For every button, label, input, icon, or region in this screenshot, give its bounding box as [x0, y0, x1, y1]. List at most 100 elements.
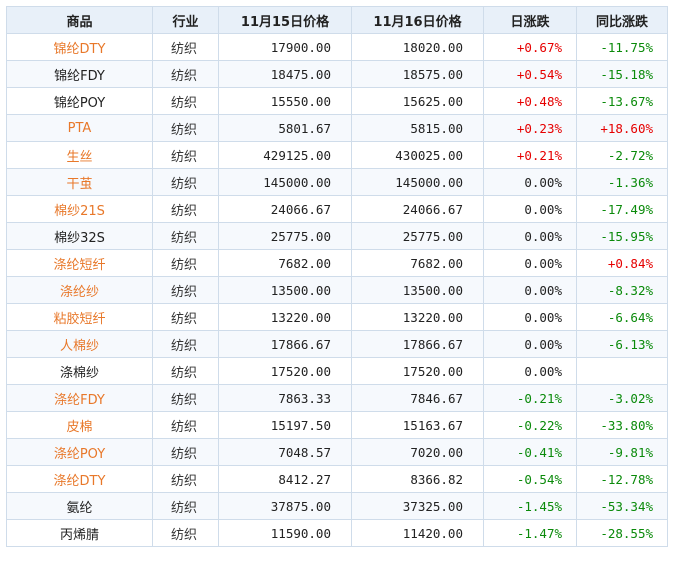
header-industry[interactable]: 行业: [152, 6, 219, 34]
commodity-name-link[interactable]: 粘胶短纤: [6, 303, 153, 331]
commodity-name-link[interactable]: 氨纶: [6, 492, 153, 520]
commodity-name-link[interactable]: 锦纶FDY: [6, 60, 153, 88]
commodity-name-link[interactable]: 生丝: [6, 141, 153, 169]
yoy-change-cell: -33.80%: [576, 411, 668, 439]
daily-change-cell: -1.47%: [483, 519, 577, 547]
industry-cell: 纺织: [152, 519, 219, 547]
industry-cell: 纺织: [152, 141, 219, 169]
commodity-name-link[interactable]: 涤纶FDY: [6, 384, 153, 412]
price-nov15-cell: 13500.00: [218, 276, 352, 304]
header-price-nov16[interactable]: 11月16日价格: [351, 6, 484, 34]
commodity-name-link[interactable]: 皮棉: [6, 411, 153, 439]
industry-cell: 纺织: [152, 303, 219, 331]
commodity-name-link[interactable]: 棉纱32S: [6, 222, 153, 250]
header-yoy-change[interactable]: 同比涨跌: [576, 6, 668, 34]
table-row: 涤纶DTY 纺织 8412.27 8366.82 -0.54% -12.78%: [6, 465, 668, 493]
yoy-change-cell: -12.78%: [576, 465, 668, 493]
table-row: 锦纶FDY 纺织 18475.00 18575.00 +0.54% -15.18%: [6, 60, 668, 88]
price-nov16-cell: 5815.00: [351, 114, 484, 142]
price-nov16-cell: 18575.00: [351, 60, 484, 88]
table-row: 皮棉 纺织 15197.50 15163.67 -0.22% -33.80%: [6, 411, 668, 439]
price-nov15-cell: 7682.00: [218, 249, 352, 277]
table-row: 丙烯腈 纺织 11590.00 11420.00 -1.47% -28.55%: [6, 519, 668, 547]
commodity-name-link[interactable]: 干茧: [6, 168, 153, 196]
price-nov15-cell: 17900.00: [218, 33, 352, 61]
commodity-name-link[interactable]: 人棉纱: [6, 330, 153, 358]
commodity-name-link[interactable]: PTA: [6, 114, 153, 142]
yoy-change-cell: -2.72%: [576, 141, 668, 169]
commodity-name-link[interactable]: 涤纶DTY: [6, 465, 153, 493]
yoy-change-cell: -17.49%: [576, 195, 668, 223]
yoy-change-cell: -6.13%: [576, 330, 668, 358]
price-nov15-cell: 18475.00: [218, 60, 352, 88]
price-nov16-cell: 7682.00: [351, 249, 484, 277]
price-nov15-cell: 17866.67: [218, 330, 352, 358]
commodity-name-link[interactable]: 锦纶POY: [6, 87, 153, 115]
daily-change-cell: +0.23%: [483, 114, 577, 142]
daily-change-cell: -0.54%: [483, 465, 577, 493]
commodity-name-link[interactable]: 棉纱21S: [6, 195, 153, 223]
industry-cell: 纺织: [152, 465, 219, 493]
industry-cell: 纺织: [152, 276, 219, 304]
industry-cell: 纺织: [152, 384, 219, 412]
table-row: 棉纱21S 纺织 24066.67 24066.67 0.00% -17.49%: [6, 195, 668, 223]
daily-change-cell: +0.54%: [483, 60, 577, 88]
price-nov16-cell: 430025.00: [351, 141, 484, 169]
price-nov15-cell: 8412.27: [218, 465, 352, 493]
industry-cell: 纺织: [152, 33, 219, 61]
yoy-change-cell: -3.02%: [576, 384, 668, 412]
price-nov15-cell: 25775.00: [218, 222, 352, 250]
table-row: PTA 纺织 5801.67 5815.00 +0.23% +18.60%: [6, 114, 668, 142]
daily-change-cell: 0.00%: [483, 222, 577, 250]
price-nov15-cell: 11590.00: [218, 519, 352, 547]
daily-change-cell: 0.00%: [483, 195, 577, 223]
commodity-name-link[interactable]: 丙烯腈: [6, 519, 153, 547]
table-row: 涤纶FDY 纺织 7863.33 7846.67 -0.21% -3.02%: [6, 384, 668, 412]
price-nov16-cell: 24066.67: [351, 195, 484, 223]
industry-cell: 纺织: [152, 357, 219, 385]
daily-change-cell: 0.00%: [483, 276, 577, 304]
industry-cell: 纺织: [152, 330, 219, 358]
table-body: 锦纶DTY 纺织 17900.00 18020.00 +0.67% -11.75% 锦纶FD…: [6, 33, 668, 547]
industry-cell: 纺织: [152, 492, 219, 520]
commodity-name-link[interactable]: 锦纶DTY: [6, 33, 153, 61]
daily-change-cell: 0.00%: [483, 249, 577, 277]
price-nov16-cell: 18020.00: [351, 33, 484, 61]
daily-change-cell: +0.67%: [483, 33, 577, 61]
price-nov15-cell: 24066.67: [218, 195, 352, 223]
table-row: 氨纶 纺织 37875.00 37325.00 -1.45% -53.34%: [6, 492, 668, 520]
commodity-name-link[interactable]: 涤纶纱: [6, 276, 153, 304]
price-nov15-cell: 7048.57: [218, 438, 352, 466]
header-daily-change[interactable]: 日涨跌: [483, 6, 577, 34]
price-nov16-cell: 11420.00: [351, 519, 484, 547]
price-nov16-cell: 15625.00: [351, 87, 484, 115]
price-nov16-cell: 7020.00: [351, 438, 484, 466]
yoy-change-cell: -11.75%: [576, 33, 668, 61]
yoy-change-cell: -8.32%: [576, 276, 668, 304]
industry-cell: 纺织: [152, 168, 219, 196]
table-row: 生丝 纺织 429125.00 430025.00 +0.21% -2.72%: [6, 141, 668, 169]
daily-change-cell: 0.00%: [483, 303, 577, 331]
industry-cell: 纺织: [152, 249, 219, 277]
yoy-change-cell: +18.60%: [576, 114, 668, 142]
price-nov16-cell: 25775.00: [351, 222, 484, 250]
price-nov15-cell: 13220.00: [218, 303, 352, 331]
price-nov15-cell: 37875.00: [218, 492, 352, 520]
commodity-name-link[interactable]: 涤纶POY: [6, 438, 153, 466]
price-nov15-cell: 5801.67: [218, 114, 352, 142]
yoy-change-cell: -6.64%: [576, 303, 668, 331]
daily-change-cell: 0.00%: [483, 330, 577, 358]
commodity-name-link[interactable]: 涤棉纱: [6, 357, 153, 385]
daily-change-cell: -0.21%: [483, 384, 577, 412]
industry-cell: 纺织: [152, 87, 219, 115]
table-row: 涤纶纱 纺织 13500.00 13500.00 0.00% -8.32%: [6, 276, 668, 304]
price-table-container: 商品 行业 11月15日价格 11月16日价格 日涨跌 同比涨跌 锦纶DTY 纺织…: [6, 6, 668, 547]
industry-cell: 纺织: [152, 222, 219, 250]
commodity-name-link[interactable]: 涤纶短纤: [6, 249, 153, 277]
header-price-nov15[interactable]: 11月15日价格: [218, 6, 352, 34]
table-header-row: 商品 行业 11月15日价格 11月16日价格 日涨跌 同比涨跌: [6, 6, 668, 34]
daily-change-cell: 0.00%: [483, 357, 577, 385]
header-commodity[interactable]: 商品: [6, 6, 153, 34]
table-row: 涤纶POY 纺织 7048.57 7020.00 -0.41% -9.81%: [6, 438, 668, 466]
yoy-change-cell: -15.95%: [576, 222, 668, 250]
